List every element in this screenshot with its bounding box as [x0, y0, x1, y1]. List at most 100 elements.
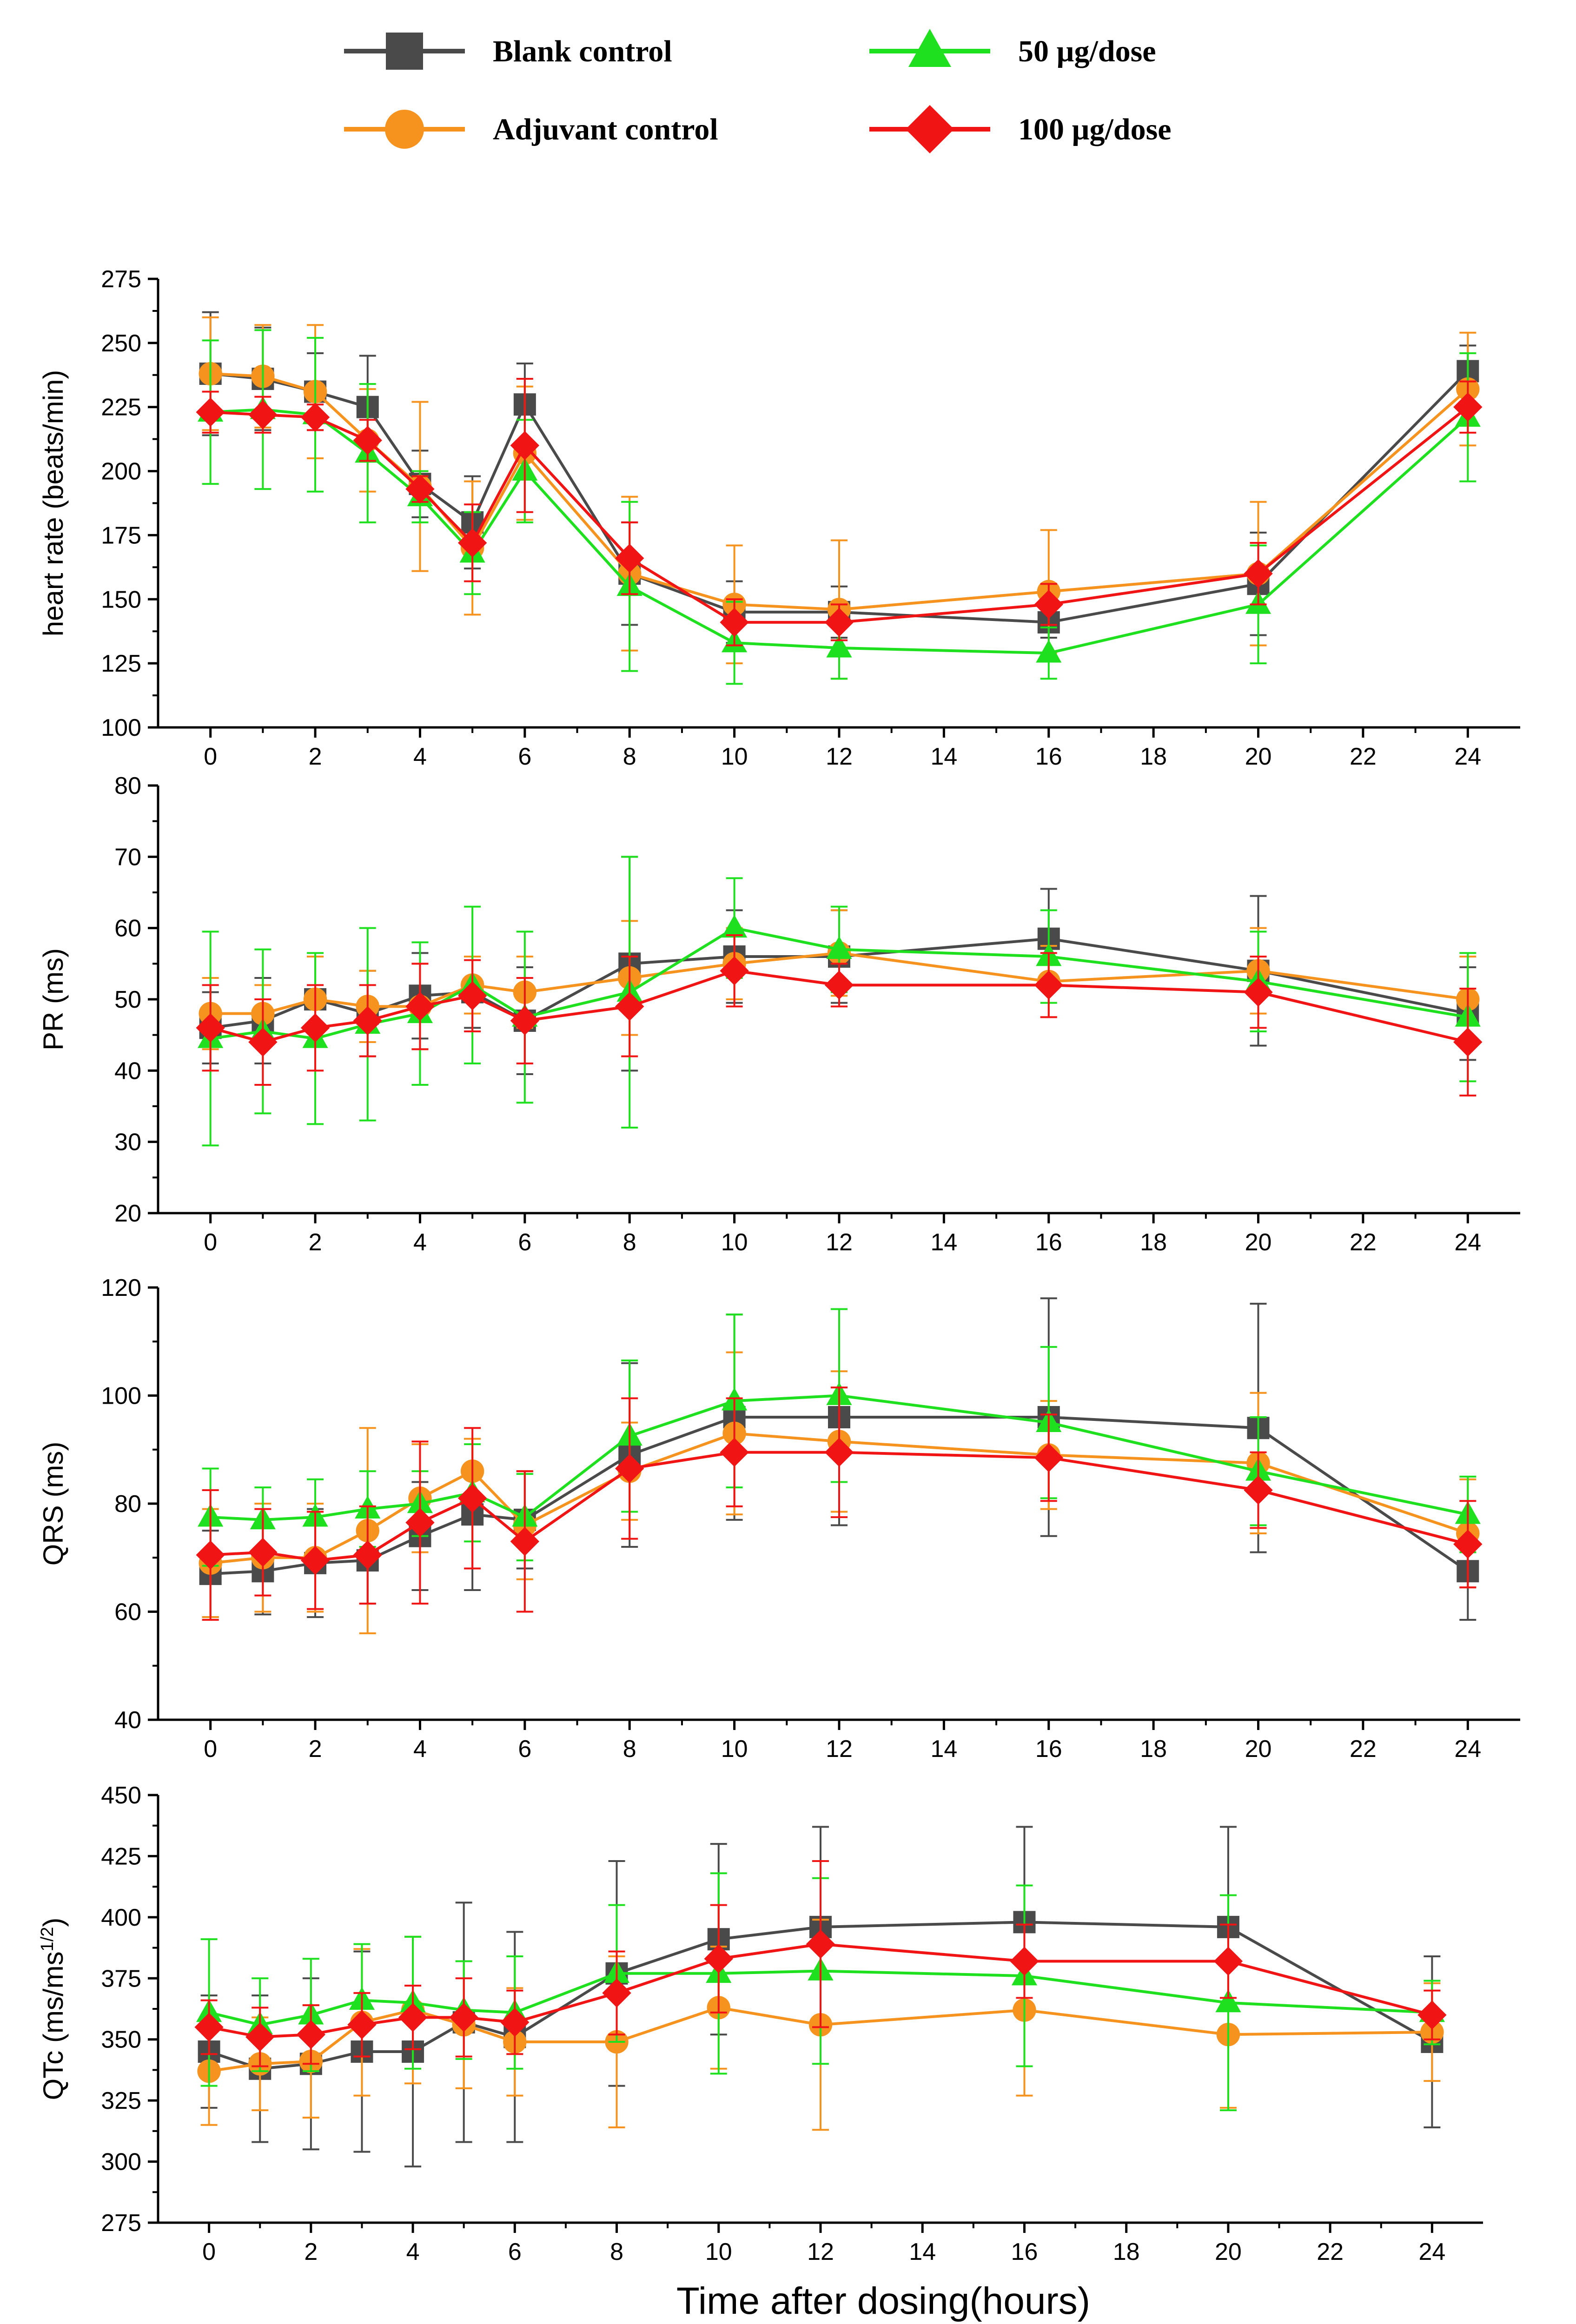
legend: Blank control 50 µg/dose Adjuvant control 1…	[344, 29, 1172, 153]
data-point-100-ug-dose	[720, 956, 749, 985]
x-tick-label: 14	[909, 2238, 936, 2265]
y-tick-label: 275	[101, 266, 141, 293]
x-tick-label: 2	[309, 1736, 322, 1763]
y-tick-label: 350	[101, 2027, 141, 2053]
data-point-100-ug-dose	[300, 1013, 330, 1043]
x-tick-label: 24	[1454, 743, 1481, 770]
data-point-100-ug-dose	[1244, 1475, 1273, 1505]
x-tick-label: 8	[623, 743, 636, 770]
y-tick-label: 40	[114, 1057, 141, 1084]
data-point-100-ug-dose	[1034, 1443, 1063, 1472]
data-point-100-ug-dose	[300, 1545, 330, 1575]
y-tick-label: 125	[101, 650, 141, 677]
data-point-100-ug-dose	[510, 1527, 540, 1556]
legend-item-100-ug-dose: 100 µg/dose	[869, 105, 1172, 153]
x-tick-label: 18	[1113, 2238, 1140, 2265]
data-point-100-ug-dose	[457, 528, 487, 558]
y-tick-label: 70	[114, 844, 141, 871]
x-tick-label: 6	[518, 743, 531, 770]
y-tick-label: 150	[101, 586, 141, 613]
data-point-100-ug-dose	[510, 1006, 540, 1036]
legend-item-blank-control: Blank control	[344, 33, 672, 70]
x-tick-label: 10	[705, 2238, 732, 2265]
data-point-100-ug-dose	[457, 1484, 487, 1513]
data-point-50-ug-dose	[826, 936, 852, 959]
data-point-100-ug-dose	[405, 1508, 435, 1537]
y-axis-label: PR (ms)	[38, 948, 69, 1050]
x-tick-label: 24	[1454, 1229, 1481, 1256]
data-point-100-ug-dose	[510, 431, 540, 460]
x-tick-label: 16	[1035, 743, 1062, 770]
data-point-100-ug-dose	[248, 1027, 278, 1057]
data-point-100-ug-dose	[1453, 1529, 1483, 1559]
series-100-ug-dose	[196, 934, 1483, 1096]
data-point-100-ug-dose	[449, 2003, 478, 2032]
data-point-100-ug-dose	[1417, 2000, 1447, 2030]
y-tick-label: 80	[114, 1491, 141, 1518]
y-tick-label: 200	[101, 458, 141, 485]
data-point-100-ug-dose	[1010, 1947, 1039, 1976]
y-tick-label: 80	[114, 772, 141, 799]
legend-marker-blank-control	[386, 33, 423, 70]
x-tick-label: 4	[406, 2238, 420, 2265]
y-tick-label: 375	[101, 1965, 141, 1992]
y-axis-label: heart rate (beats/min)	[38, 370, 69, 637]
x-tick-label: 20	[1245, 1736, 1272, 1763]
data-point-100-ug-dose	[824, 971, 854, 1000]
data-point-100-ug-dose	[248, 1538, 278, 1567]
x-tick-label: 6	[518, 1229, 531, 1256]
x-tick-label: 24	[1418, 2238, 1445, 2265]
x-tick-label: 22	[1350, 743, 1377, 770]
x-tick-label: 10	[721, 1736, 748, 1763]
y-tick-label: 60	[114, 1599, 141, 1626]
x-tick-label: 0	[204, 743, 217, 770]
x-tick-label: 10	[721, 743, 748, 770]
x-tick-label: 18	[1140, 1736, 1167, 1763]
data-point-100-ug-dose	[1244, 977, 1273, 1007]
data-point-100-ug-dose	[615, 1454, 644, 1483]
y-tick-label: 60	[114, 915, 141, 942]
x-tick-label: 22	[1350, 1736, 1377, 1763]
x-tick-label: 18	[1140, 1229, 1167, 1256]
data-point-100-ug-dose	[194, 2013, 224, 2042]
x-tick-label: 2	[309, 1229, 322, 1256]
legend-item-50-ug-dose: 50 µg/dose	[869, 29, 1156, 68]
data-point-100-ug-dose	[1453, 1027, 1483, 1057]
legend-marker-adjuvant-control	[385, 110, 424, 149]
data-point-100-ug-dose	[615, 543, 644, 573]
data-point-100-ug-dose	[353, 426, 382, 455]
data-point-100-ug-dose	[196, 397, 225, 427]
x-tick-label: 8	[623, 1229, 636, 1256]
x-tick-label: 12	[807, 2238, 834, 2265]
data-point-100-ug-dose	[824, 607, 854, 637]
data-point-100-ug-dose	[806, 1929, 835, 1959]
x-tick-label: 4	[413, 1229, 427, 1256]
x-axis-label: Time after dosing(hours)	[676, 2280, 1090, 2322]
y-tick-label: 40	[114, 1707, 141, 1734]
x-tick-label: 14	[930, 743, 957, 770]
data-point-100-ug-dose	[602, 1978, 631, 2008]
data-point-100-ug-dose	[500, 2007, 530, 2037]
data-point-100-ug-dose	[353, 1006, 382, 1036]
x-tick-label: 16	[1035, 1736, 1062, 1763]
data-point-100-ug-dose	[720, 1438, 749, 1467]
y-tick-label: 50	[114, 986, 141, 1013]
data-point-100-ug-dose	[704, 1944, 733, 1974]
x-tick-label: 14	[930, 1229, 957, 1256]
x-tick-label: 20	[1245, 1229, 1272, 1256]
data-point-50-ug-dose	[722, 914, 748, 938]
data-point-100-ug-dose	[1244, 559, 1273, 588]
data-point-100-ug-dose	[1453, 392, 1483, 422]
x-tick-label: 16	[1011, 2238, 1038, 2265]
data-point-100-ug-dose	[398, 2003, 428, 2032]
y-axis-label: QRS (ms)	[38, 1442, 69, 1566]
data-point-100-ug-dose	[457, 981, 487, 1010]
x-tick-label: 2	[304, 2238, 318, 2265]
y-tick-label: 275	[101, 2210, 141, 2237]
y-tick-label: 400	[101, 1904, 141, 1931]
